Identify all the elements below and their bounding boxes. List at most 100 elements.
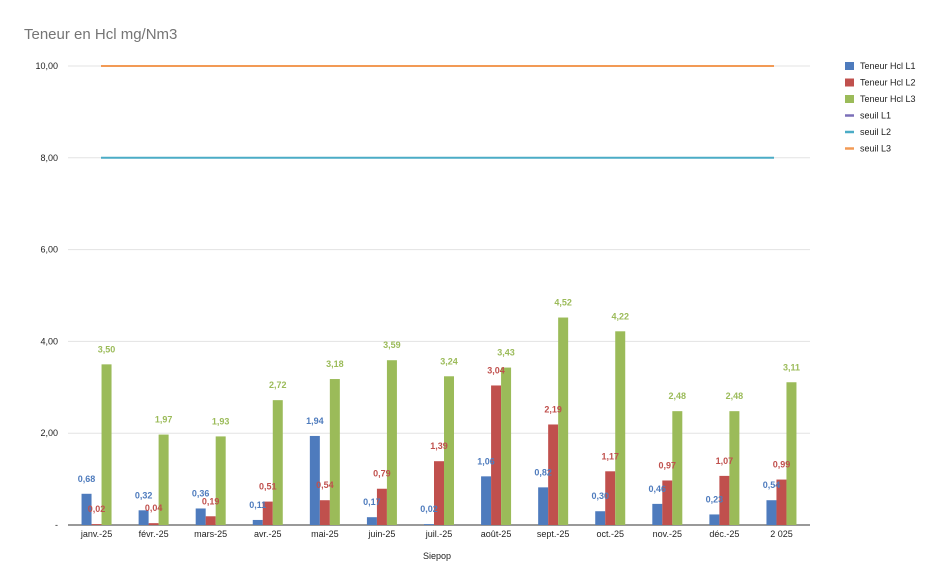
y-tick-label: - (55, 520, 58, 530)
bar-teneur-hcl-l1 (595, 511, 606, 525)
data-label: 0,54 (316, 480, 334, 490)
bar-teneur-hcl-l3 (786, 382, 797, 525)
data-label: 0,32 (135, 490, 153, 500)
data-label: 0,51 (259, 482, 277, 492)
bar-teneur-hcl-l2 (491, 385, 502, 525)
x-axis: janv.-25 févr.-25 mars-25 avr.-25 mai-25 juin… (80, 529, 793, 539)
x-tick-label: mai-25 (311, 529, 339, 539)
data-label: 0,82 (534, 467, 552, 477)
data-label: 3,18 (326, 359, 344, 369)
bar-teneur-hcl-l3 (729, 411, 740, 525)
x-tick-label: août-25 (481, 529, 512, 539)
data-label: 2,72 (269, 380, 287, 390)
bar-teneur-hcl-l2 (262, 501, 273, 525)
y-axis: - 2,00 4,00 6,00 8,00 10,00 (35, 61, 58, 530)
bar-teneur-hcl-l2 (91, 524, 102, 525)
data-label: 3,04 (487, 365, 505, 375)
bar-teneur-hcl-l2 (605, 471, 616, 525)
bar-teneur-hcl-l3 (272, 400, 283, 525)
data-label: 1,94 (306, 416, 324, 426)
bar-teneur-hcl-l1 (81, 493, 92, 525)
x-tick-label: déc.-25 (709, 529, 739, 539)
x-tick-label: 2 025 (770, 529, 793, 539)
bar-teneur-hcl-l1 (766, 500, 777, 525)
bar-teneur-hcl-l3 (158, 434, 169, 525)
bar-teneur-hcl-l2 (434, 461, 444, 525)
y-tick-label: 6,00 (40, 245, 58, 255)
data-labels: 0,68 0,02 3,50 0,32 0,04 1,97 0,360,19 1,93 0,11… (78, 298, 800, 515)
y-tick-label: 4,00 (40, 336, 58, 346)
bar-teneur-hcl-l3 (329, 379, 340, 525)
x-tick-label: juin-25 (367, 529, 395, 539)
data-label: 2,48 (669, 391, 687, 401)
bar-teneur-hcl-l2 (776, 479, 787, 525)
legend-label: Teneur Hcl L1 (860, 61, 916, 71)
x-tick-label: nov.-25 (653, 529, 682, 539)
data-label: 3,24 (440, 356, 458, 366)
data-label: 0,23 (706, 494, 724, 504)
legend: Teneur Hcl L1 Teneur Hcl L2 Teneur Hcl L3 s… (845, 61, 916, 154)
bar-teneur-hcl-l3 (386, 360, 397, 525)
data-label: 0,02 (88, 504, 106, 514)
x-tick-label: oct.-25 (596, 529, 624, 539)
bar-teneur-hcl-l1 (252, 519, 263, 525)
x-tick-label: avr.-25 (254, 529, 282, 539)
bar-teneur-hcl-l1 (138, 510, 149, 525)
legend-swatch (845, 62, 854, 70)
data-label: 0,68 (78, 474, 96, 484)
bar-teneur-hcl-l2 (548, 424, 559, 525)
x-tick-label: juil.-25 (425, 529, 453, 539)
bar-teneur-hcl-l3 (615, 331, 626, 525)
bar-teneur-hcl-l2 (662, 480, 673, 525)
y-tick-label: 8,00 (40, 153, 58, 163)
data-label: 1,93 (212, 416, 230, 426)
bars (81, 317, 797, 525)
legend-swatch (845, 78, 854, 87)
bar-teneur-hcl-l3 (558, 317, 569, 525)
data-label: 0,11 (249, 500, 266, 510)
data-label: 2,19 (544, 404, 562, 414)
legend-swatch (845, 95, 854, 103)
data-label: 1,06 (477, 456, 495, 466)
data-label: 0,17 (363, 497, 381, 507)
data-label: 3,11 (783, 362, 800, 372)
data-label: 0,97 (659, 460, 677, 470)
bar-teneur-hcl-l1 (424, 524, 434, 525)
x-tick-label: mars-25 (194, 529, 227, 539)
data-label: 4,22 (611, 311, 629, 321)
data-label: 3,59 (383, 340, 401, 350)
bar-teneur-hcl-l3 (215, 436, 226, 525)
bar-teneur-hcl-l1 (366, 517, 377, 525)
bar-teneur-hcl-l1 (481, 476, 492, 525)
bar-teneur-hcl-l2 (205, 516, 216, 525)
x-axis-label: Siepop (423, 551, 451, 561)
data-label: 1,97 (155, 415, 173, 425)
bar-teneur-hcl-l3 (501, 367, 512, 525)
bar-teneur-hcl-l3 (101, 364, 112, 525)
bar-teneur-hcl-l1 (309, 435, 320, 525)
x-tick-label: sept.-25 (537, 529, 570, 539)
data-label: 0,36 (192, 488, 210, 498)
legend-label: Teneur Hcl L3 (860, 94, 916, 104)
bar-teneur-hcl-l1 (652, 503, 663, 525)
chart-title: Teneur en Hcl mg/Nm3 (24, 26, 177, 43)
data-label: 0,19 (202, 496, 220, 506)
data-label: 0,46 (649, 484, 667, 494)
data-label: 1,07 (716, 456, 734, 466)
y-tick-label: 10,00 (35, 61, 58, 71)
bar-teneur-hcl-l3 (444, 376, 454, 525)
data-label: 4,52 (554, 298, 572, 308)
data-label: 0,79 (373, 469, 391, 479)
legend-label: Teneur Hcl L2 (860, 78, 916, 88)
y-tick-label: 2,00 (40, 428, 58, 438)
data-label: 2,48 (726, 391, 744, 401)
data-label: 0,30 (591, 491, 609, 501)
data-label: 0,54 (763, 480, 781, 490)
bar-teneur-hcl-l2 (719, 475, 730, 525)
legend-label: seuil L1 (860, 111, 891, 121)
data-label: 0,99 (773, 460, 791, 470)
bar-teneur-hcl-l2 (319, 500, 330, 525)
data-label: 0,04 (145, 503, 163, 513)
